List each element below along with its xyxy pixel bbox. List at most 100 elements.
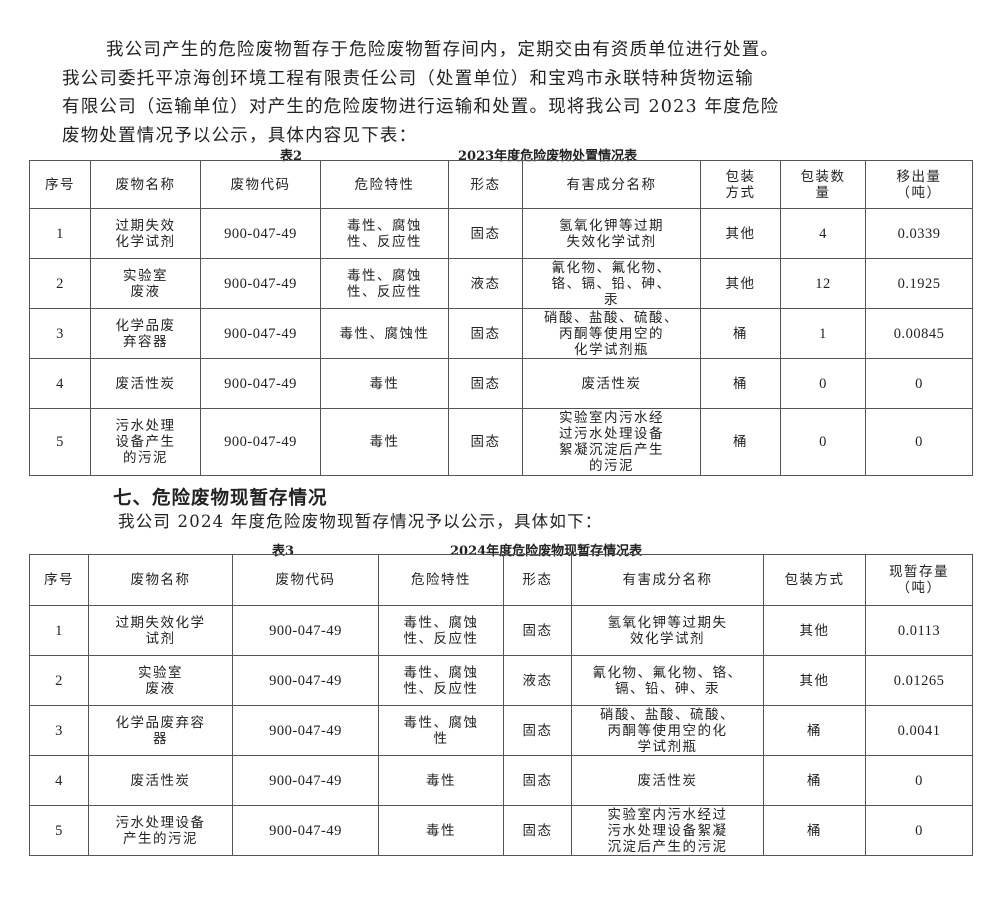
- table-cell: 900-047-49: [232, 705, 379, 756]
- table-cell: 硝酸、盐酸、硫酸、 丙酮等使用空的化 学试剂瓶: [571, 705, 764, 756]
- table-cell: 1: [780, 308, 866, 359]
- table-cell: 0: [865, 805, 973, 856]
- table-cell: 4: [780, 208, 866, 259]
- table-cell: 污水处理 设备产生 的污泥: [90, 408, 201, 476]
- table-cell: 桶: [763, 805, 866, 856]
- column-header: 序号: [29, 554, 89, 606]
- table-cell: 固态: [503, 705, 572, 756]
- table-cell: 12: [780, 258, 866, 309]
- table-cell: 毒性: [378, 755, 504, 806]
- table-cell: 4: [29, 755, 89, 806]
- table-row: 3 化学品废 弃容器 900-047-49 毒性、腐蚀性 固态 硝酸、盐酸、硫酸、 丙酮等…: [29, 308, 973, 359]
- table-cell: 固态: [503, 805, 572, 856]
- column-header: 形态: [503, 554, 572, 606]
- table-cell: 废活性炭: [90, 358, 201, 409]
- table2: 序号 废物名称 废物代码 危险特性 形态 有害成分名称 包装 方式 包装数 量移出量 （吨） 1…: [29, 160, 973, 476]
- table-row: 5 污水处理 设备产生 的污泥 900-047-49 毒性 固态 实验室内污水经 过污水处…: [29, 408, 973, 476]
- column-header: 废物代码: [200, 160, 321, 209]
- table-cell: 固态: [448, 308, 523, 359]
- table3: 序号 废物名称 废物代码 危险特性 形态 有害成分名称 包装方式 现暂存量 （吨） 1 过期失效化…: [29, 554, 973, 856]
- table-cell: 液态: [448, 258, 523, 309]
- table-cell: 0: [865, 358, 973, 409]
- table-cell: 毒性: [320, 358, 449, 409]
- intro-paragraph: 我公司产生的危险废物暂存于危险废物暂存间内，定期交由有资质单位进行处置。 我公司…: [62, 36, 962, 150]
- column-header: 废物代码: [232, 554, 379, 606]
- intro-line: 有限公司（运输单位）对产生的危险废物进行运输和处置。现将我公司 2023 年度危…: [62, 97, 780, 117]
- table-cell: 0.0339: [865, 208, 973, 259]
- table-row: 1 过期失效 化学试剂 900-047-49 毒性、腐蚀 性、反应性 固态 氢氧化钾等过期…: [29, 208, 973, 259]
- table-cell: 3: [29, 705, 89, 756]
- section-heading: 七、危险废物现暂存情况: [113, 488, 328, 509]
- column-header: 形态: [448, 160, 523, 209]
- column-header: 包装 方式: [700, 160, 781, 209]
- table-cell: 4: [29, 358, 91, 409]
- table-cell: 900-047-49: [232, 805, 379, 856]
- table-cell: 其他: [700, 258, 781, 309]
- table-cell: 其他: [700, 208, 781, 259]
- table-cell: 氢氧化钾等过期失 效化学试剂: [571, 605, 764, 656]
- column-header: 序号: [29, 160, 91, 209]
- table-cell: 900-047-49: [232, 655, 379, 706]
- table-cell: 5: [29, 805, 89, 856]
- table-cell: 桶: [763, 705, 866, 756]
- table-cell: 毒性、腐蚀性: [320, 308, 449, 359]
- table-cell: 毒性: [320, 408, 449, 476]
- table-cell: 毒性、腐蚀 性: [378, 705, 504, 756]
- column-header: 危险特性: [320, 160, 449, 209]
- table-cell: 实验室内污水经过 污水处理设备絮凝 沉淀后产生的污泥: [571, 805, 764, 856]
- table-cell: 氢氧化钾等过期 失效化学试剂: [522, 208, 701, 259]
- table-cell: 0.01265: [865, 655, 973, 706]
- column-header: 废物名称: [90, 160, 201, 209]
- table-cell: 废活性炭: [88, 755, 233, 806]
- table-cell: 900-047-49: [232, 755, 379, 806]
- table-cell: 过期失效 化学试剂: [90, 208, 201, 259]
- table-row: 4 废活性炭 900-047-49 毒性 固态 废活性炭桶 0: [29, 755, 973, 806]
- table-cell: 0: [780, 358, 866, 409]
- table-cell: 0.0113: [865, 605, 973, 656]
- column-header: 现暂存量 （吨）: [865, 554, 973, 606]
- table-row: 2 实验室 废液 900-047-49 毒性、腐蚀 性、反应性 液态 氰化物、氟化物、 铬…: [29, 258, 973, 309]
- column-header: 废物名称: [88, 554, 233, 606]
- table-cell: 毒性、腐蚀 性、反应性: [378, 605, 504, 656]
- column-header: 包装方式: [763, 554, 866, 606]
- table-cell: 固态: [448, 358, 523, 409]
- column-header: 有害成分名称: [571, 554, 764, 606]
- table-cell: 实验室内污水经 过污水处理设备 絮凝沉淀后产生 的污泥: [522, 408, 701, 476]
- table-cell: 桶: [700, 308, 781, 359]
- table-cell: 实验室 废液: [90, 258, 201, 309]
- column-header: 包装数 量: [780, 160, 866, 209]
- table-cell: 废活性炭: [522, 358, 701, 409]
- column-header: 移出量 （吨）: [865, 160, 973, 209]
- table-cell: 固态: [503, 605, 572, 656]
- table-cell: 过期失效化学 试剂: [88, 605, 233, 656]
- table-cell: 硝酸、盐酸、硫酸、 丙酮等使用空的 化学试剂瓶: [522, 308, 701, 359]
- header-row: 序号 废物名称 废物代码 危险特性 形态 有害成分名称 包装方式 现暂存量 （吨）: [29, 554, 973, 606]
- table-cell: 2: [29, 655, 89, 706]
- section-paragraph: 我公司 2024 年度危险废物现暂存情况予以公示，具体如下：: [118, 512, 603, 531]
- table-cell: 其他: [763, 605, 866, 656]
- table-cell: 固态: [503, 755, 572, 806]
- table-cell: 900-047-49: [200, 308, 321, 359]
- table-cell: 0: [780, 408, 866, 476]
- table-cell: 桶: [763, 755, 866, 806]
- intro-line: 我公司委托平凉海创环境工程有限责任公司（处置单位）和宝鸡市永联特种货物运输: [62, 68, 754, 89]
- table-cell: 其他: [763, 655, 866, 706]
- table-cell: 0: [865, 755, 973, 806]
- table-cell: 污水处理设备 产生的污泥: [88, 805, 233, 856]
- table-cell: 0.00845: [865, 308, 973, 359]
- column-header: 危险特性: [378, 554, 504, 606]
- table-cell: 桶: [700, 358, 781, 409]
- table-cell: 固态: [448, 408, 523, 476]
- table-cell: 5: [29, 408, 91, 476]
- table-cell: 桶: [700, 408, 781, 476]
- table-cell: 0.0041: [865, 705, 973, 756]
- table-cell: 废活性炭: [571, 755, 764, 806]
- table-cell: 3: [29, 308, 91, 359]
- table-cell: 毒性、腐蚀 性、反应性: [320, 208, 449, 259]
- table-cell: 液态: [503, 655, 572, 706]
- table-cell: 实验室 废液: [88, 655, 233, 706]
- table-cell: 0.1925: [865, 258, 973, 309]
- table-cell: 氰化物、氟化物、 铬、镉、铅、砷、 汞: [522, 258, 701, 309]
- table-cell: 900-047-49: [200, 208, 321, 259]
- table-cell: 900-047-49: [200, 358, 321, 409]
